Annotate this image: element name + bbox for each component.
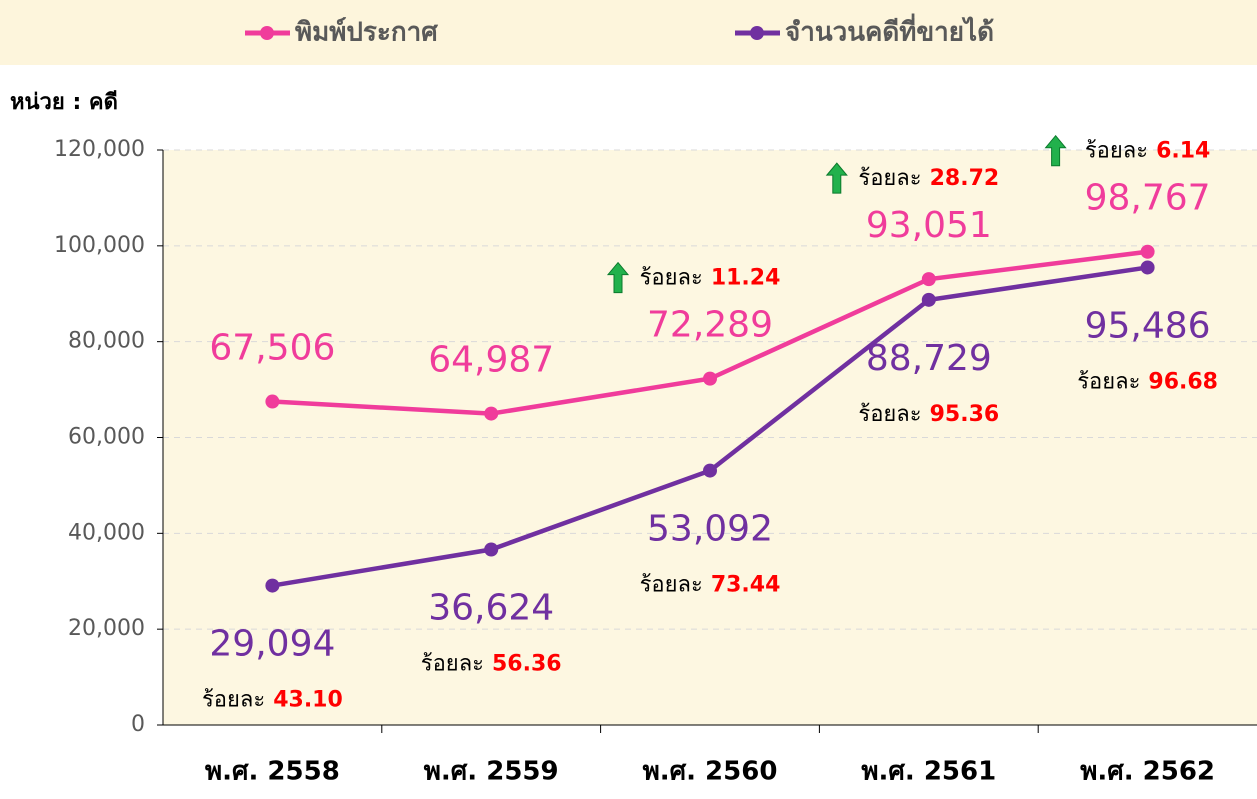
x-tick-label: พ.ศ. 2562 xyxy=(1080,757,1215,787)
data-label: 64,987 xyxy=(428,340,554,381)
x-tick-label: พ.ศ. 2558 xyxy=(205,757,340,787)
x-tick-label: พ.ศ. 2559 xyxy=(424,757,559,787)
data-point xyxy=(265,578,280,593)
legend-band xyxy=(0,0,1257,65)
sold-percent-label: ร้อยละ 95.36 xyxy=(858,402,999,427)
y-tick-label: 40,000 xyxy=(68,520,145,545)
legend-marker xyxy=(260,26,274,40)
percent-prefix: ร้อยละ xyxy=(858,402,921,427)
x-tick-label: พ.ศ. 2560 xyxy=(643,757,778,787)
percent-prefix: ร้อยละ xyxy=(421,652,484,677)
data-point xyxy=(1140,244,1155,259)
y-tick-label: 120,000 xyxy=(54,137,145,162)
percent-prefix: ร้อยละ xyxy=(1085,139,1148,164)
unit-label: หน่วย : คดี xyxy=(10,90,118,115)
data-label: 98,767 xyxy=(1085,178,1211,219)
data-label: 72,289 xyxy=(647,305,773,346)
percent-value: 43.10 xyxy=(273,688,343,713)
data-label: 29,094 xyxy=(209,624,335,665)
plot-area xyxy=(163,150,1257,725)
growth-percent-label: ร้อยละ 28.72 xyxy=(858,166,999,191)
data-point xyxy=(484,406,499,421)
percent-prefix: ร้อยละ xyxy=(858,166,921,191)
data-label: 88,729 xyxy=(866,338,992,379)
data-point xyxy=(921,272,936,287)
data-point xyxy=(265,394,280,409)
sold-percent-label: ร้อยละ 73.44 xyxy=(640,573,781,598)
y-tick-label: 80,000 xyxy=(68,329,145,354)
data-label: 67,506 xyxy=(209,328,335,369)
data-point xyxy=(1140,260,1155,275)
percent-prefix: ร้อยละ xyxy=(1077,369,1140,394)
percent-value: 28.72 xyxy=(930,166,1000,191)
up-arrow xyxy=(1044,134,1067,167)
data-point xyxy=(703,371,717,386)
percent-value: 73.44 xyxy=(711,573,781,598)
up-arrow xyxy=(606,261,630,294)
x-tick-label: พ.ศ. 2561 xyxy=(861,757,996,787)
data-label: 95,486 xyxy=(1085,305,1211,346)
y-tick-label: 20,000 xyxy=(68,616,145,641)
growth-percent-label: ร้อยละ 11.24 xyxy=(640,266,781,291)
data-label: 36,624 xyxy=(428,588,554,629)
sold-percent-label: ร้อยละ 96.68 xyxy=(1077,369,1218,394)
data-label: 53,092 xyxy=(647,509,773,550)
up-arrow xyxy=(825,162,848,194)
legend-marker xyxy=(750,26,764,40)
legend-label: จำนวนคดีที่ขายได้ xyxy=(785,13,994,48)
y-tick-label: 0 xyxy=(131,712,145,737)
percent-prefix: ร้อยละ xyxy=(202,688,265,713)
percent-value: 95.36 xyxy=(930,402,1000,427)
data-point xyxy=(703,463,717,478)
data-point xyxy=(484,542,499,557)
y-tick-label: 100,000 xyxy=(54,233,145,258)
percent-value: 56.36 xyxy=(492,652,562,677)
percent-value: 11.24 xyxy=(711,266,781,291)
percent-value: 96.68 xyxy=(1148,369,1218,394)
percent-value: 6.14 xyxy=(1156,139,1210,164)
growth-percent-label: ร้อยละ 6.14 xyxy=(1085,139,1211,164)
sold-percent-label: ร้อยละ 43.10 xyxy=(202,688,343,713)
data-point xyxy=(921,292,936,307)
y-tick-label: 60,000 xyxy=(68,425,145,450)
percent-prefix: ร้อยละ xyxy=(640,266,703,291)
data-label: 93,051 xyxy=(866,205,992,246)
percent-prefix: ร้อยละ xyxy=(640,573,703,598)
sold-percent-label: ร้อยละ 56.36 xyxy=(421,652,562,677)
legend-label: พิมพ์ประกาศ xyxy=(295,17,438,48)
